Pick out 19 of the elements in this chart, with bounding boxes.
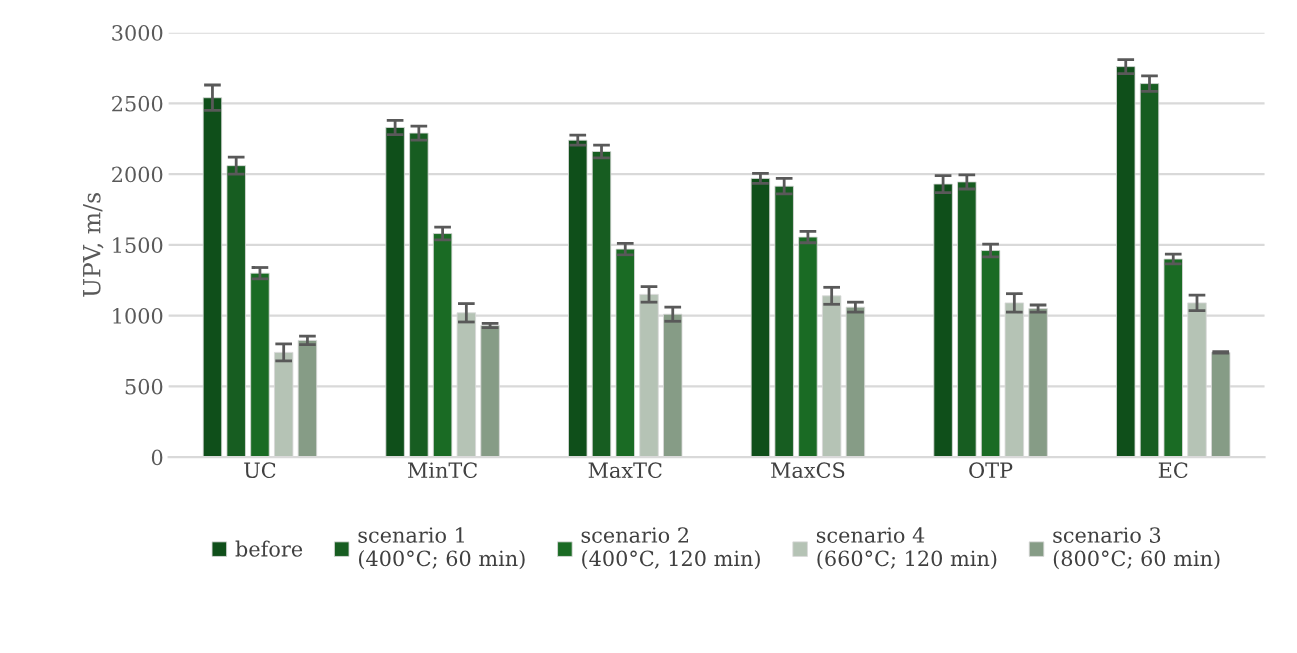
y-tick-label: 500 [125,378,163,395]
x-tick-label: UC [244,462,276,479]
y-tick-label: 1500 [113,237,163,254]
legend-label: scenario 2 (400°C, 120 min) [581,527,760,570]
legend-label: before [235,540,303,557]
y-tick-label: 2500 [112,95,163,112]
x-tick-label: MaxCS [771,462,845,479]
legend-label: scenario 1 (400°C; 60 min) [358,527,525,570]
x-tick-label: EC [1158,462,1188,479]
y-tick-label: 2000 [112,166,163,183]
legend-label: scenario 4 (660°C; 120 min) [816,527,997,570]
y-tick-label: 3000 [112,25,163,41]
x-tick-label: OTP [969,462,1013,479]
legend-label: scenario 3 (800°C; 60 min) [1053,527,1220,570]
y-axis-title: UPV, m/s [83,193,104,297]
y-tick-label: 1000 [113,308,163,324]
x-tick-label: MaxTC [588,462,662,479]
x-tick-label: MinTC [408,462,477,479]
y-tick-label: 0 [151,449,163,466]
